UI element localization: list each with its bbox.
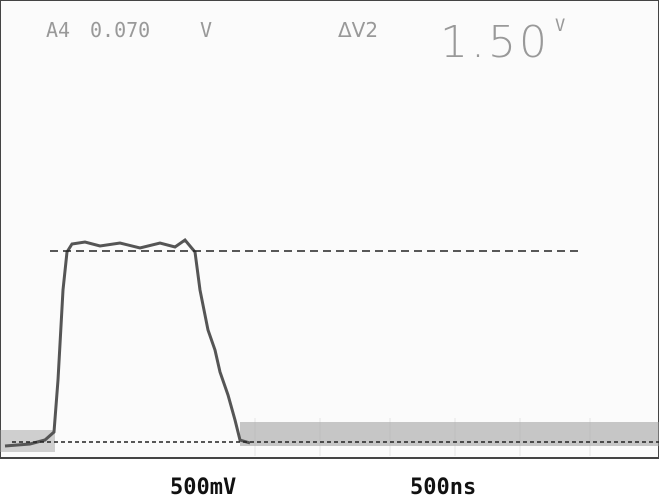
delta-label: ΔV2 — [338, 18, 378, 42]
time-per-div: 500ns — [410, 475, 476, 500]
volts-per-div: 500mV — [170, 475, 236, 500]
page: A4 0.070 V ΔV2 1.50 V 500mV 500ns — [0, 0, 659, 501]
scope-display: A4 0.070 V ΔV2 1.50 V 500mV 500ns — [0, 0, 659, 501]
delta-unit: V — [555, 16, 565, 36]
delta-value: 1.50 — [440, 17, 550, 68]
channel: A4 — [46, 18, 70, 42]
cursor-value: 0.070 — [90, 18, 150, 42]
screen — [0, 0, 659, 458]
cursor-unit: V — [200, 18, 212, 42]
noise-band — [0, 430, 55, 452]
